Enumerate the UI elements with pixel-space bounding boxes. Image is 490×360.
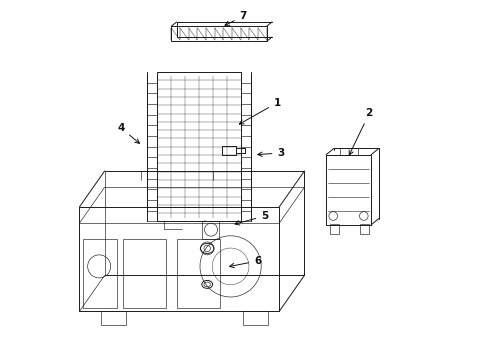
Bar bbox=[101, 311, 126, 325]
Bar bbox=[243, 311, 269, 325]
Bar bbox=[360, 224, 369, 234]
Bar bbox=[171, 26, 267, 41]
Text: 3: 3 bbox=[258, 148, 285, 158]
Bar bbox=[202, 221, 220, 239]
Bar bbox=[122, 239, 166, 308]
Text: 4: 4 bbox=[117, 123, 140, 143]
Bar bbox=[176, 239, 220, 308]
Text: 6: 6 bbox=[230, 256, 261, 268]
Bar bbox=[326, 155, 371, 225]
Bar bbox=[157, 72, 242, 221]
Bar bbox=[340, 148, 358, 155]
Text: 1: 1 bbox=[239, 98, 281, 124]
Text: 2: 2 bbox=[349, 108, 373, 155]
Text: 5: 5 bbox=[235, 211, 269, 225]
Bar bbox=[221, 146, 236, 155]
Bar bbox=[79, 207, 279, 311]
Text: 7: 7 bbox=[225, 11, 247, 25]
Bar bbox=[330, 224, 339, 234]
Bar bbox=[83, 239, 117, 308]
